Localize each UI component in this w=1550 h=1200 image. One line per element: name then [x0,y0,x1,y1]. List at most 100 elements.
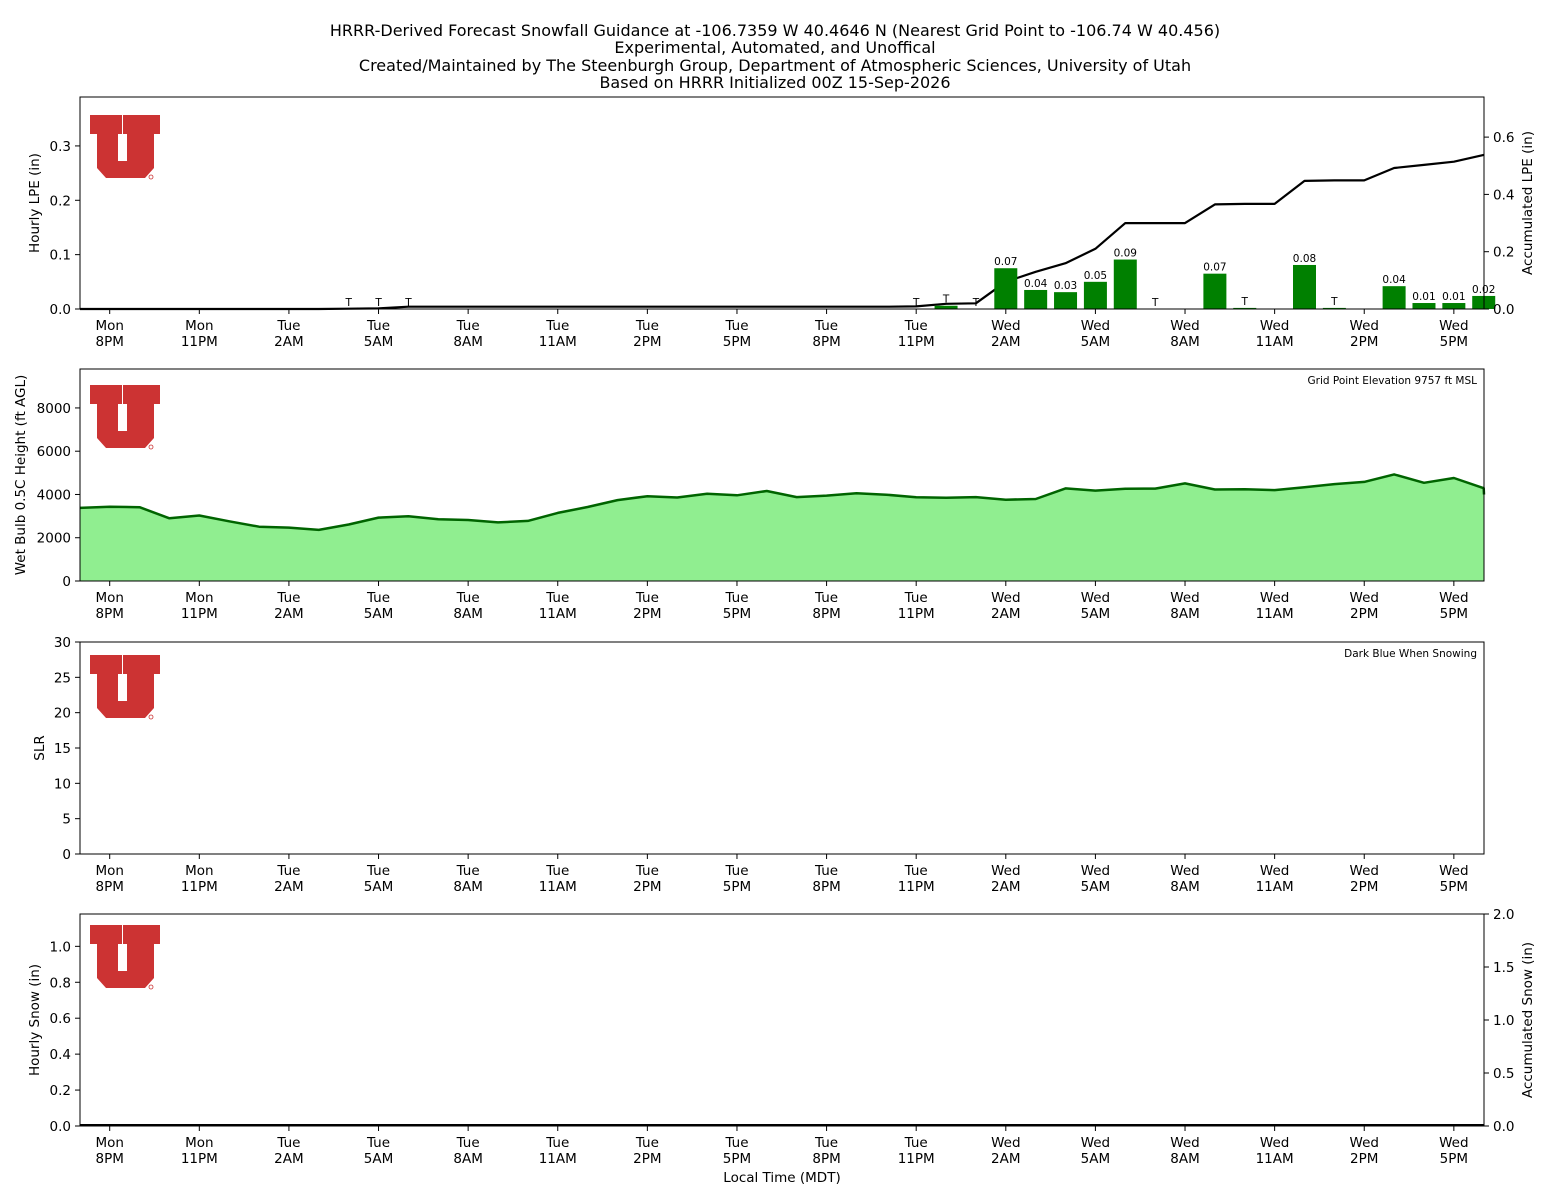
y-tick-label-right: 0.5 [1493,1066,1514,1082]
y-tick-label-right: 0.0 [1493,302,1514,318]
x-tick-label-time: 8PM [96,334,124,350]
x-tick-label-day: Tue [366,1135,390,1151]
x-tick-label-time: 5PM [1440,334,1468,350]
x-tick-label-time: 11PM [181,334,218,350]
university-of-utah-logo [89,924,161,990]
lpe-bar [934,305,958,309]
snow-x-ticks: Mon8PMMon11PMTue2AMTue5AMTue8AMTue11AMTu… [95,1126,1469,1167]
x-tick-label-day: Tue [456,318,480,334]
lpe-bar-label: 0.08 [1293,253,1316,265]
x-tick-label-time: 8PM [812,606,840,622]
lpe-y-ticks-right: 0.0 0.2 0.4 0.6 [1484,130,1514,318]
x-tick-label-time: 8PM [96,606,124,622]
x-tick-label-day: Wed [1081,318,1110,334]
x-tick-label-time: 5PM [1440,606,1468,622]
x-tick-label-time: 2PM [1350,879,1378,895]
x-tick-label-time: 2AM [274,1151,303,1167]
x-tick-label-time: 5PM [1440,879,1468,895]
x-tick-label-time: 2PM [633,879,661,895]
snow-y-axis-label: Hourly Snow (in) [27,964,43,1076]
grid-elevation-note: Grid Point Elevation 9757 ft MSL [1308,375,1478,387]
x-tick-label-day: Wed [991,318,1020,334]
snow-right-axis-label: Accumulated Snow (in) [1520,942,1536,1098]
x-tick-label-time: 2PM [633,334,661,350]
snow-y-ticks-left: 0.0 0.2 0.4 0.6 0.8 1.0 [50,939,80,1135]
wetbulb-plot-frame [79,368,1485,582]
lpe-bar [1233,307,1257,309]
y-tick-label: 20 [54,706,71,722]
wetbulb-y-ticks: 0 2000 4000 6000 8000 [37,401,80,590]
lpe-right-axis-label: Accumulated LPE (in) [1520,131,1536,275]
x-tick-label-day: Tue [814,1135,838,1151]
x-tick-label-time: 2AM [991,1151,1020,1167]
slr-snowing-note: Dark Blue When Snowing [1344,648,1477,660]
lpe-bar-label: 0.04 [1024,278,1048,290]
lpe-bar-labels-group: T 0.07 0.04 0.03 0.05 0.09 0.07 T 0.08 T 0.04 0.01 0… [344,248,1495,309]
x-tick-label-time: 11AM [539,879,577,895]
lpe-bar [1024,289,1048,309]
lpe-bar-label: 0.01 [1442,291,1465,303]
x-tick-label-day: Tue [456,863,480,879]
y-tick-label: 0.3 [50,139,71,155]
y-tick-label-right: 0.6 [1493,130,1514,146]
x-tick-label-day: Wed [1081,863,1110,879]
y-tick-label: 2000 [37,531,71,547]
x-tick-label-time: 2PM [1350,606,1378,622]
lpe-bars-group [934,259,1496,309]
x-tick-label-time: 8AM [1170,879,1199,895]
y-tick-label: 0 [62,847,71,863]
x-tick-label-day: Wed [1350,1135,1379,1151]
x-tick-label-day: Tue [904,590,928,606]
figure-title: HRRR-Derived Forecast Snowfall Guidance … [330,21,1220,92]
lpe-trace-label: T [912,297,920,309]
x-tick-label-day: Wed [1439,318,1468,334]
wetbulb-x-ticks: Mon8PMMon11PMTue2AMTue5AMTue8AMTue11AMTu… [95,581,1469,622]
x-tick-label-day: Tue [724,863,748,879]
lpe-accum-group [80,153,1485,311]
x-tick-label-time: 11PM [181,879,218,895]
lpe-bar [1322,307,1346,309]
x-tick-label-day: Tue [814,590,838,606]
lpe-y-ticks-left: 0.0 0.1 0.2 0.3 [50,139,80,318]
x-tick-label-time: 2AM [991,334,1020,350]
x-tick-label-time: 2AM [991,879,1020,895]
x-tick-label-day: Tue [904,863,928,879]
y-tick-label-right: 1.0 [1493,1013,1514,1029]
x-tick-label-time: 8PM [96,879,124,895]
x-tick-label-time: 5PM [723,879,751,895]
x-tick-label-day: Wed [1350,318,1379,334]
x-tick-label-time: 11PM [898,334,935,350]
lpe-bar [1293,264,1316,309]
lpe-bar-label: T [1241,296,1249,308]
x-tick-label-time: 5PM [723,1151,751,1167]
x-tick-label-time: 11PM [898,879,935,895]
lpe-bar-label: 0.01 [1412,291,1435,303]
x-tick-label-day: Tue [904,318,928,334]
y-tick-label: 1.0 [50,939,71,955]
x-tick-label-time: 2AM [274,879,303,895]
x-tick-label-day: Mon [95,318,123,334]
y-tick-label: 0.2 [50,193,71,209]
x-tick-label-day: Wed [1350,590,1379,606]
lpe-trace-label: T [374,297,382,309]
x-tick-label-time: 11PM [898,1151,935,1167]
wetbulb-height-line [79,473,1486,532]
x-tick-label-time: 5AM [364,334,393,350]
x-tick-label-day: Tue [814,863,838,879]
lpe-bar-label: 0.05 [1084,270,1107,282]
x-tick-label-time: 5AM [1081,879,1110,895]
x-tick-label-day: Wed [1260,590,1289,606]
x-tick-label-day: Tue [545,863,569,879]
lpe-panel: T 0.07 0.04 0.03 0.05 0.09 0.07 T 0.08 T 0.04 0.01 0… [27,96,1536,350]
university-of-utah-logo [89,654,161,720]
x-tick-label-time: 5AM [1081,1151,1110,1167]
x-tick-label-time: 8AM [1170,1151,1199,1167]
university-of-utah-logo [89,384,161,450]
x-tick-label-day: Tue [724,590,748,606]
x-tick-label-day: Mon [185,318,213,334]
x-tick-label-day: Mon [185,863,213,879]
y-tick-label: 5 [62,812,71,828]
x-tick-label-time: 11PM [898,606,935,622]
